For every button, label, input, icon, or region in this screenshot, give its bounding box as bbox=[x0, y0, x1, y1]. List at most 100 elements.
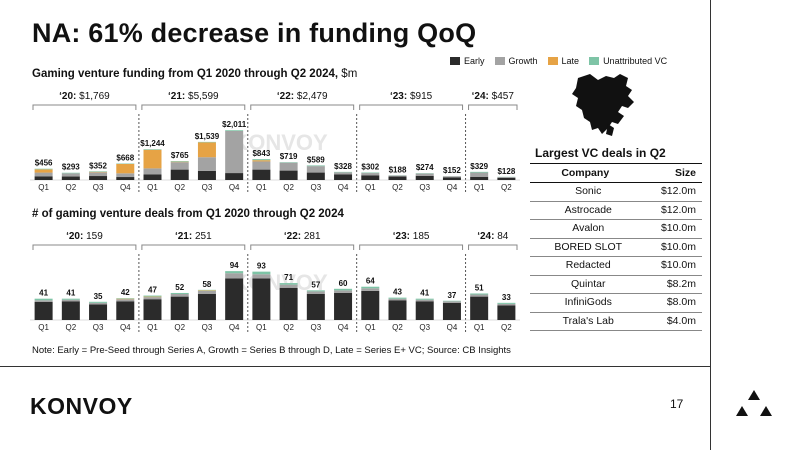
deals-bar-growth bbox=[116, 299, 135, 302]
funding-group-label: ‘24: $457 bbox=[472, 91, 515, 102]
deals-bar-growth bbox=[497, 303, 516, 306]
size-cell: $10.0m bbox=[640, 238, 702, 257]
funding-tick-label: Q4 bbox=[338, 183, 349, 192]
funding-bar-unattributed bbox=[252, 159, 271, 161]
funding-bar-unattributed bbox=[34, 168, 53, 170]
funding-group-label: ‘21: $5,599 bbox=[168, 91, 219, 102]
funding-bar-early bbox=[497, 177, 516, 180]
deals-group-bracket bbox=[32, 244, 137, 250]
deals-data-label: 37 bbox=[447, 291, 456, 300]
funding-bar-growth bbox=[143, 168, 162, 175]
deals-bar-unattributed bbox=[415, 298, 434, 300]
deals-bar-early bbox=[116, 301, 135, 320]
funding-bar-unattributed bbox=[225, 130, 244, 131]
deals-chart-svg: KONVOY‘20: 159 ‘21: 251 ‘22: 281 ‘23: 185 ‘2… bbox=[30, 231, 520, 332]
funding-data-label: $456 bbox=[35, 159, 53, 168]
deals-bar-unattributed bbox=[497, 302, 516, 304]
funding-data-label: $128 bbox=[497, 167, 515, 176]
deals-tick-label: Q2 bbox=[392, 323, 403, 332]
deals-bar-early bbox=[89, 304, 108, 320]
table-row: Sonic $12.0m bbox=[530, 182, 702, 202]
size-cell: $12.0m bbox=[640, 182, 702, 202]
funding-bar-unattributed bbox=[470, 171, 489, 173]
deals-data-label: 47 bbox=[148, 286, 157, 295]
deals-group-label: ‘20: 159 bbox=[66, 231, 103, 242]
funding-bar-late bbox=[252, 160, 271, 162]
deals-group-total: 251 bbox=[192, 231, 212, 242]
funding-data-label: $668 bbox=[116, 153, 134, 162]
deals-bar-early bbox=[388, 300, 407, 320]
deals-bar-growth bbox=[306, 291, 325, 294]
company-cell: Quintar bbox=[530, 275, 641, 294]
funding-group-year: ‘23: bbox=[390, 91, 407, 102]
company-cell: Sonic bbox=[530, 182, 641, 202]
funding-bar-late bbox=[34, 169, 53, 173]
funding-tick-label: Q4 bbox=[447, 183, 458, 192]
funding-bar-growth bbox=[252, 161, 271, 170]
deals-bar-unattributed bbox=[170, 292, 189, 294]
table-row: BORED SLOT $10.0m bbox=[530, 238, 702, 257]
legend-item-growth: Growth bbox=[494, 56, 538, 66]
funding-group-label: ‘20: $1,769 bbox=[59, 91, 110, 102]
deals-bar-early bbox=[61, 301, 80, 320]
deals-bar-growth bbox=[388, 298, 407, 301]
deals-group-year: ‘23: bbox=[393, 231, 410, 242]
deals-bar-early bbox=[170, 296, 189, 320]
funding-group-total: $2,479 bbox=[294, 91, 328, 102]
deals-tick-label: Q1 bbox=[365, 323, 376, 332]
deals-group-bracket bbox=[250, 244, 355, 250]
funding-bar-growth bbox=[497, 177, 516, 178]
funding-group-bracket bbox=[141, 104, 246, 110]
deals-data-label: 42 bbox=[121, 288, 130, 297]
funding-data-label: $1,244 bbox=[140, 139, 165, 148]
deals-bar-growth bbox=[415, 299, 434, 302]
funding-bar-early bbox=[470, 176, 489, 180]
funding-tick-label: Q3 bbox=[310, 183, 321, 192]
funding-data-label: $329 bbox=[470, 162, 488, 171]
funding-data-label: $1,539 bbox=[195, 132, 220, 141]
funding-bar-early bbox=[61, 176, 80, 180]
funding-tick-label: Q1 bbox=[365, 183, 376, 192]
deals-bar-unattributed bbox=[306, 290, 325, 292]
funding-group-total: $5,599 bbox=[185, 91, 219, 102]
funding-chart-svg: KONVOY‘20: $1,769 ‘21: $5,599 ‘22: $2,479 ‘… bbox=[30, 91, 520, 192]
vertical-divider bbox=[710, 0, 711, 450]
deals-group-bracket bbox=[359, 244, 464, 250]
deals-chart: KONVOY ‘20: 159 ‘21: 251 ‘22: 281 ‘23: 185 ‘2… bbox=[30, 228, 520, 340]
funding-bar-early bbox=[225, 173, 244, 180]
funding-bar-unattributed bbox=[361, 172, 380, 174]
legend-swatch-growth bbox=[494, 57, 505, 65]
vc-table-title: Largest VC deals in Q2 bbox=[535, 146, 666, 160]
funding-chart-title-text: Gaming venture funding from Q1 2020 thro… bbox=[32, 68, 339, 80]
company-cell: Astrocade bbox=[530, 201, 641, 220]
funding-group-total: $915 bbox=[407, 91, 432, 102]
funding-bar-growth bbox=[442, 176, 461, 178]
deals-bar-unattributed bbox=[361, 286, 380, 289]
company-cell: Redacted bbox=[530, 256, 641, 276]
deals-bar-unattributed bbox=[34, 298, 53, 301]
size-cell: $8.0m bbox=[640, 293, 702, 313]
deals-group-year: ‘24: bbox=[477, 231, 494, 242]
deals-bar-unattributed bbox=[279, 283, 298, 285]
deals-tick-label: Q2 bbox=[65, 323, 76, 332]
funding-bar-early bbox=[306, 172, 325, 180]
funding-bar-growth bbox=[415, 173, 434, 176]
size-cell: $4.0m bbox=[640, 312, 702, 331]
deals-data-label: 52 bbox=[175, 283, 184, 292]
funding-tick-label: Q3 bbox=[419, 183, 430, 192]
funding-group-year: ‘20: bbox=[59, 91, 76, 102]
table-row: Astrocade $12.0m bbox=[530, 201, 702, 220]
deals-tick-label: Q2 bbox=[174, 323, 185, 332]
deals-data-label: 35 bbox=[94, 292, 103, 301]
table-row: Quintar $8.2m bbox=[530, 275, 702, 294]
deals-bar-growth bbox=[197, 290, 216, 294]
deals-tick-label: Q1 bbox=[38, 323, 49, 332]
deals-bar-growth bbox=[252, 274, 271, 279]
deals-tick-label: Q3 bbox=[310, 323, 321, 332]
deals-bar-unattributed bbox=[116, 298, 135, 299]
deals-bar-growth bbox=[470, 294, 489, 297]
funding-data-label: $293 bbox=[62, 163, 80, 172]
deals-data-label: 60 bbox=[339, 279, 348, 288]
deals-bar-growth bbox=[34, 300, 53, 302]
deals-data-label: 41 bbox=[39, 289, 48, 298]
